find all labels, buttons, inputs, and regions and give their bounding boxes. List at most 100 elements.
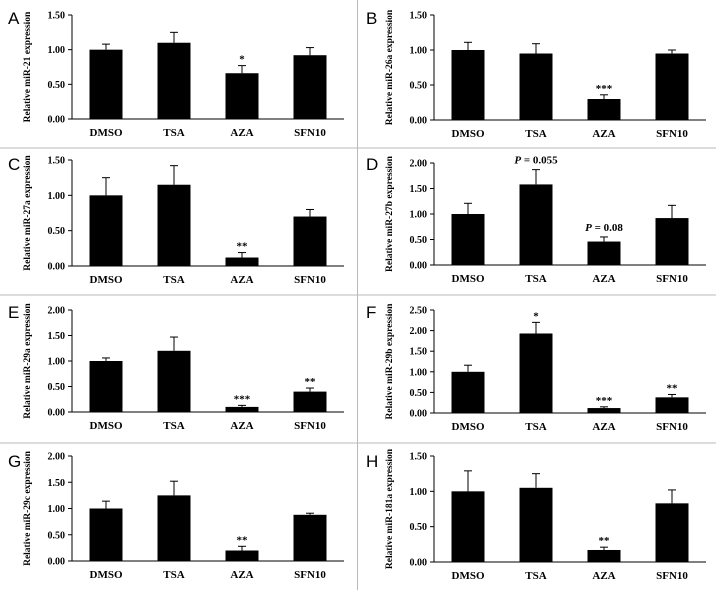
y-axis-label: Relative miR-21 expression [23,11,33,122]
bar-tsa [519,487,553,562]
y-tick-label: 0.50 [410,81,428,92]
y-axis-label: Relative miR-181a expression [385,448,395,569]
y-axis-label: Relative miR-29a expression [23,303,33,419]
bar-sfn10 [655,397,689,413]
panel-letter: B [366,9,377,28]
y-tick-label: 0.50 [48,382,66,393]
y-tick-label: 1.50 [410,347,428,358]
y-axis-label: Relative miR-29b expression [385,303,395,420]
x-tick-label: AZA [592,273,615,285]
bar-tsa [157,42,191,119]
bar-sfn10 [655,503,689,562]
bar-dmso [451,214,485,265]
y-tick-label: 0.00 [48,408,66,419]
panel-letter: G [8,452,21,471]
x-tick-label: SFN10 [294,274,326,286]
panel-b: B Relative miR-26a expression 0.00 0.50 1.00… [366,9,706,140]
y-tick-label: 0.50 [48,530,66,541]
x-tick-label: AZA [230,569,253,581]
y-tick-label: 1.00 [410,210,428,221]
significance-marker: ** [599,535,611,547]
x-tick-label: TSA [525,421,546,433]
bar-tsa [157,350,191,412]
x-tick-label: SFN10 [656,128,688,140]
x-tick-label: AZA [592,570,615,582]
significance-marker: ** [667,382,679,394]
bar-aza [587,241,621,265]
x-tick-label: TSA [525,273,546,285]
bar-aza [587,549,621,562]
bar-sfn10 [293,216,327,266]
y-tick-label: 0.00 [48,557,66,568]
bar-tsa [157,495,191,561]
bar-sfn10 [655,53,689,120]
panel-letter: D [366,155,378,174]
x-tick-label: AZA [230,274,253,286]
bar-tsa [157,184,191,266]
y-tick-label: 0.50 [48,226,66,237]
x-tick-label: SFN10 [656,421,688,433]
y-tick-label: 0.50 [410,388,428,399]
y-tick-label: 0.00 [410,116,428,127]
y-axis-label: Relative miR-29c expression [23,450,33,566]
panel-letter: C [8,155,20,174]
y-tick-label: 1.00 [48,191,66,202]
x-tick-label: DMSO [452,421,485,433]
y-tick-label: 2.00 [410,159,428,170]
x-tick-label: DMSO [452,128,485,140]
significance-marker: ** [305,376,317,388]
x-tick-label: AZA [230,127,253,139]
x-tick-label: DMSO [90,127,123,139]
bar-dmso [451,371,485,413]
bar-sfn10 [293,514,327,561]
panel-f: F Relative miR-29b expression 0.00 0.50 1.00… [366,303,706,433]
panel-d: D Relative miR-27b expression 0.00 0.50 1.00… [366,155,706,285]
significance-marker: *** [234,393,251,405]
x-tick-label: SFN10 [294,569,326,581]
significance-marker: * [239,54,245,66]
y-tick-label: 1.00 [410,367,428,378]
x-tick-label: AZA [592,128,615,140]
panel-a: A Relative miR-21 expression 0.00 0.50 1.00 1… [8,9,344,139]
y-tick-label: 1.50 [410,11,428,22]
bar-sfn10 [293,55,327,119]
y-tick-label: 0.50 [48,80,66,91]
x-tick-label: TSA [525,128,546,140]
panel-letter: A [8,9,20,28]
y-axis-label: Relative miR-26a expression [385,9,395,125]
bar-tsa [519,184,553,265]
x-tick-label: AZA [592,421,615,433]
y-tick-label: 1.50 [48,478,66,489]
y-tick-label: 0.50 [410,235,428,246]
x-tick-label: TSA [163,420,184,432]
x-tick-label: DMSO [90,420,123,432]
y-tick-label: 1.00 [410,46,428,57]
y-tick-label: 1.00 [410,487,428,498]
significance-marker: ** [237,534,249,546]
y-tick-label: 2.00 [48,306,66,317]
bar-aza [225,73,259,119]
y-axis-label: Relative miR-27a expression [23,155,33,271]
y-tick-label: 1.50 [48,11,66,22]
y-tick-label: 1.00 [48,45,66,56]
bar-sfn10 [293,391,327,412]
y-axis-label: Relative miR-27b expression [385,155,395,272]
x-tick-label: SFN10 [294,420,326,432]
significance-marker: *** [596,83,613,95]
significance-marker: *** [596,395,613,407]
bar-aza [225,550,259,561]
y-tick-label: 1.00 [48,357,66,368]
x-tick-label: DMSO [90,569,123,581]
y-tick-label: 0.00 [48,262,66,273]
y-tick-label: 0.00 [48,115,66,126]
y-tick-label: 1.50 [48,331,66,342]
y-tick-label: 2.50 [410,306,428,317]
x-tick-label: TSA [163,569,184,581]
p-value-annotation: P = 0.055 [514,155,558,167]
x-tick-label: SFN10 [656,273,688,285]
panel-e: E Relative miR-29a expression 0.00 0.50 1.00… [8,303,344,432]
x-tick-label: SFN10 [294,127,326,139]
panel-c: C Relative miR-27a expression 0.00 0.50 1.00… [8,155,344,286]
x-tick-label: DMSO [90,274,123,286]
